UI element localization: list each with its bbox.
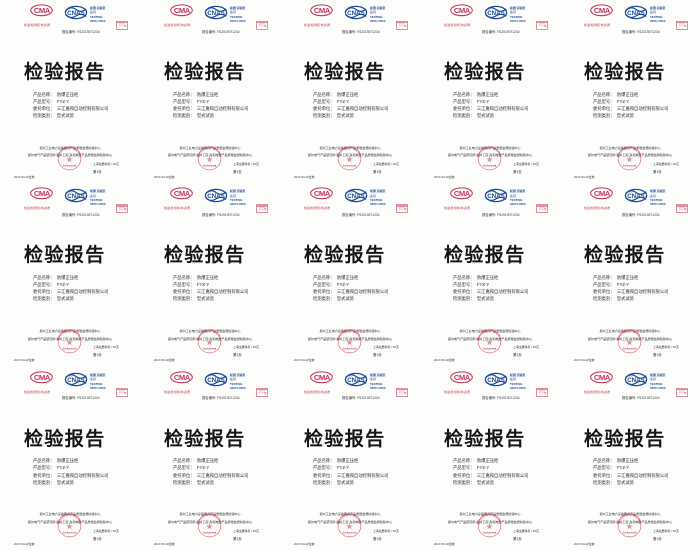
svg-text:郑州工控电气检测公司: 郑州工控电气检测公司 bbox=[196, 329, 221, 342]
svg-text:CMA: CMA bbox=[454, 190, 471, 199]
svg-text:CNAS: CNAS bbox=[207, 377, 225, 384]
svg-text:郑州工控电气检测公司: 郑州工控电气检测公司 bbox=[476, 329, 501, 342]
svg-text:郑州工控电气检测公司: 郑州工控电气检测公司 bbox=[56, 512, 81, 525]
svg-text:CNAS: CNAS bbox=[627, 10, 645, 17]
svg-text:检验检测专用章: 检验检测专用章 bbox=[63, 164, 77, 168]
svg-text:CMA: CMA bbox=[314, 190, 331, 199]
svg-text:郑州工控电气检测公司: 郑州工控电气检测公司 bbox=[476, 512, 501, 525]
svg-text:CNAS: CNAS bbox=[347, 377, 365, 384]
svg-text:CNAS: CNAS bbox=[487, 10, 505, 17]
svg-text:检验检测专用章: 检验检测专用章 bbox=[343, 347, 357, 351]
svg-text:郑州工控电气检测公司: 郑州工控电气检测公司 bbox=[476, 145, 501, 158]
svg-text:郑州工控电气检测公司: 郑州工控电气检测公司 bbox=[616, 145, 641, 158]
svg-text:检验检测专用章: 检验检测专用章 bbox=[343, 164, 357, 168]
svg-text:郑州工控电气检测公司: 郑州工控电气检测公司 bbox=[616, 329, 641, 342]
svg-text:CNAS: CNAS bbox=[347, 193, 365, 200]
svg-text:检验检测专用章: 检验检测专用章 bbox=[483, 530, 497, 534]
svg-text:郑州工控电气检测公司: 郑州工控电气检测公司 bbox=[56, 329, 81, 342]
svg-text:检验检测专用章: 检验检测专用章 bbox=[623, 530, 637, 534]
svg-text:CMA: CMA bbox=[314, 6, 331, 15]
svg-text:检验检测专用章: 检验检测专用章 bbox=[63, 347, 77, 351]
svg-text:郑州工控电气检测公司: 郑州工控电气检测公司 bbox=[616, 512, 641, 525]
svg-text:CNAS: CNAS bbox=[487, 193, 505, 200]
svg-text:检验检测专用章: 检验检测专用章 bbox=[203, 530, 217, 534]
svg-text:郑州工控电气检测公司: 郑州工控电气检测公司 bbox=[56, 145, 81, 158]
svg-text:CMA: CMA bbox=[34, 6, 51, 15]
svg-text:检验检测专用章: 检验检测专用章 bbox=[343, 530, 357, 534]
svg-text:CMA: CMA bbox=[174, 373, 191, 382]
svg-text:CNAS: CNAS bbox=[627, 377, 645, 384]
svg-text:CMA: CMA bbox=[594, 373, 611, 382]
svg-text:检验检测专用章: 检验检测专用章 bbox=[203, 164, 217, 168]
svg-text:CMA: CMA bbox=[314, 373, 331, 382]
svg-text:CNAS: CNAS bbox=[207, 193, 225, 200]
svg-text:CMA: CMA bbox=[454, 6, 471, 15]
svg-text:检验检测专用章: 检验检测专用章 bbox=[483, 347, 497, 351]
svg-text:CMA: CMA bbox=[34, 190, 51, 199]
svg-text:CNAS: CNAS bbox=[67, 193, 85, 200]
svg-text:CNAS: CNAS bbox=[487, 377, 505, 384]
svg-text:CMA: CMA bbox=[594, 190, 611, 199]
svg-text:郑州工控电气检测公司: 郑州工控电气检测公司 bbox=[336, 329, 361, 342]
svg-text:检验检测专用章: 检验检测专用章 bbox=[483, 164, 497, 168]
svg-text:CNAS: CNAS bbox=[627, 193, 645, 200]
svg-text:CNAS: CNAS bbox=[67, 10, 85, 17]
svg-text:郑州工控电气检测公司: 郑州工控电气检测公司 bbox=[336, 145, 361, 158]
svg-text:CMA: CMA bbox=[174, 6, 191, 15]
svg-text:郑州工控电气检测公司: 郑州工控电气检测公司 bbox=[196, 145, 221, 158]
svg-text:CMA: CMA bbox=[454, 373, 471, 382]
svg-text:检验检测专用章: 检验检测专用章 bbox=[203, 347, 217, 351]
svg-text:CMA: CMA bbox=[594, 6, 611, 15]
svg-text:CNAS: CNAS bbox=[207, 10, 225, 17]
svg-text:检验检测专用章: 检验检测专用章 bbox=[623, 164, 637, 168]
svg-text:郑州工控电气检测公司: 郑州工控电气检测公司 bbox=[336, 512, 361, 525]
svg-text:CMA: CMA bbox=[174, 190, 191, 199]
svg-text:CNAS: CNAS bbox=[347, 10, 365, 17]
svg-text:CMA: CMA bbox=[34, 373, 51, 382]
svg-text:检验检测专用章: 检验检测专用章 bbox=[63, 530, 77, 534]
svg-text:郑州工控电气检测公司: 郑州工控电气检测公司 bbox=[196, 512, 221, 525]
svg-text:检验检测专用章: 检验检测专用章 bbox=[623, 347, 637, 351]
svg-text:CNAS: CNAS bbox=[67, 377, 85, 384]
